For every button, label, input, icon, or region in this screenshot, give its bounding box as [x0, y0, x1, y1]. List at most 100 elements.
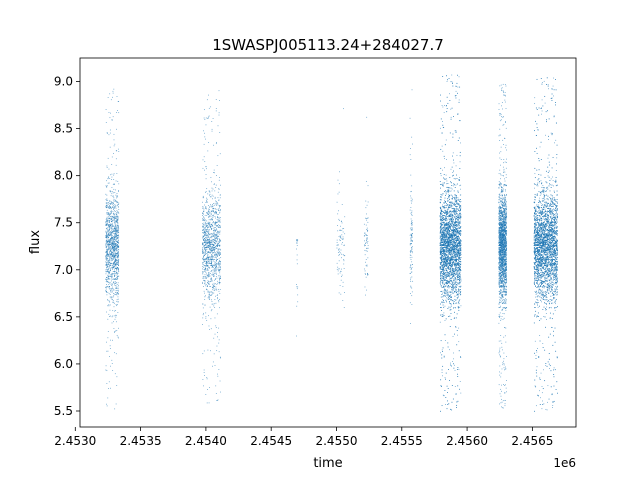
- data-point: [208, 274, 209, 276]
- data-point: [109, 256, 110, 258]
- data-point: [116, 197, 117, 199]
- data-point: [116, 238, 118, 239]
- data-point: [117, 282, 119, 284]
- data-point: [364, 232, 366, 234]
- data-point: [114, 282, 116, 284]
- data-point: [206, 198, 208, 200]
- data-point: [213, 353, 215, 355]
- data-point: [219, 264, 221, 265]
- data-point: [219, 278, 221, 280]
- data-point: [207, 226, 208, 228]
- data-point: [365, 224, 367, 226]
- data-point: [112, 242, 113, 244]
- data-point: [365, 207, 367, 209]
- data-point: [106, 265, 108, 267]
- data-point: [106, 205, 108, 206]
- data-point: [211, 187, 213, 189]
- data-point: [203, 208, 205, 210]
- data-point: [206, 277, 208, 278]
- data-point: [206, 378, 208, 380]
- data-point: [118, 236, 120, 238]
- data-point: [108, 112, 110, 113]
- data-point: [215, 240, 216, 242]
- data-point: [209, 237, 210, 239]
- data-point: [459, 231, 461, 233]
- data-point: [409, 302, 411, 304]
- data-point: [207, 233, 209, 235]
- data-point: [117, 180, 119, 182]
- data-point: [107, 260, 109, 262]
- data-point: [115, 249, 116, 250]
- data-point: [204, 132, 205, 134]
- data-point: [116, 220, 118, 222]
- data-point: [211, 274, 213, 276]
- data-point: [457, 113, 459, 114]
- data-point: [204, 242, 206, 243]
- data-point: [212, 361, 214, 363]
- data-point: [114, 222, 116, 223]
- data-point: [204, 234, 206, 236]
- data-point: [211, 256, 213, 257]
- data-point: [113, 216, 114, 218]
- data-point: [213, 282, 215, 284]
- data-point: [458, 217, 460, 219]
- data-point: [215, 246, 216, 247]
- data-point: [117, 238, 119, 240]
- data-point: [206, 262, 208, 264]
- data-point: [113, 252, 115, 254]
- data-point: [441, 222, 443, 224]
- data-point: [209, 191, 211, 193]
- data-point: [220, 184, 221, 186]
- data-point: [214, 269, 216, 271]
- data-point: [446, 208, 448, 210]
- data-point: [215, 222, 217, 223]
- data-point: [217, 213, 219, 215]
- data-point: [107, 280, 108, 282]
- data-point: [202, 229, 204, 231]
- data-point: [115, 257, 117, 259]
- data-point: [116, 287, 118, 289]
- data-point: [108, 224, 110, 225]
- data-point: [208, 282, 210, 284]
- data-point: [441, 105, 443, 106]
- data-point: [117, 276, 119, 277]
- data-point: [114, 247, 116, 249]
- data-point: [116, 274, 118, 276]
- data-point: [217, 238, 219, 239]
- data-point: [207, 269, 209, 271]
- data-point: [202, 276, 204, 277]
- data-point: [203, 224, 205, 226]
- data-point: [211, 286, 213, 288]
- data-point: [411, 256, 413, 258]
- data-point: [111, 265, 113, 266]
- data-point: [208, 273, 210, 275]
- data-point: [113, 292, 114, 294]
- data-point: [115, 314, 117, 316]
- data-point: [446, 213, 447, 215]
- data-point: [218, 269, 220, 271]
- data-point: [107, 275, 109, 277]
- data-point: [214, 253, 216, 255]
- data-point: [205, 235, 207, 237]
- data-point: [116, 252, 118, 254]
- data-point: [219, 255, 220, 256]
- data-point: [117, 216, 119, 218]
- data-point: [116, 230, 118, 232]
- data-point: [112, 254, 114, 256]
- data-point: [105, 193, 107, 195]
- data-point: [210, 350, 211, 352]
- data-point: [110, 112, 111, 114]
- data-point: [108, 207, 110, 209]
- data-point: [105, 256, 107, 257]
- data-point: [107, 271, 109, 273]
- data-point: [113, 250, 115, 251]
- data-point: [208, 245, 210, 246]
- data-point: [210, 242, 211, 244]
- data-point: [106, 224, 108, 226]
- data-point: [107, 291, 109, 293]
- data-point: [215, 184, 217, 186]
- data-point: [107, 222, 108, 224]
- data-point: [114, 215, 116, 217]
- data-point: [208, 296, 209, 298]
- data-point: [212, 210, 214, 212]
